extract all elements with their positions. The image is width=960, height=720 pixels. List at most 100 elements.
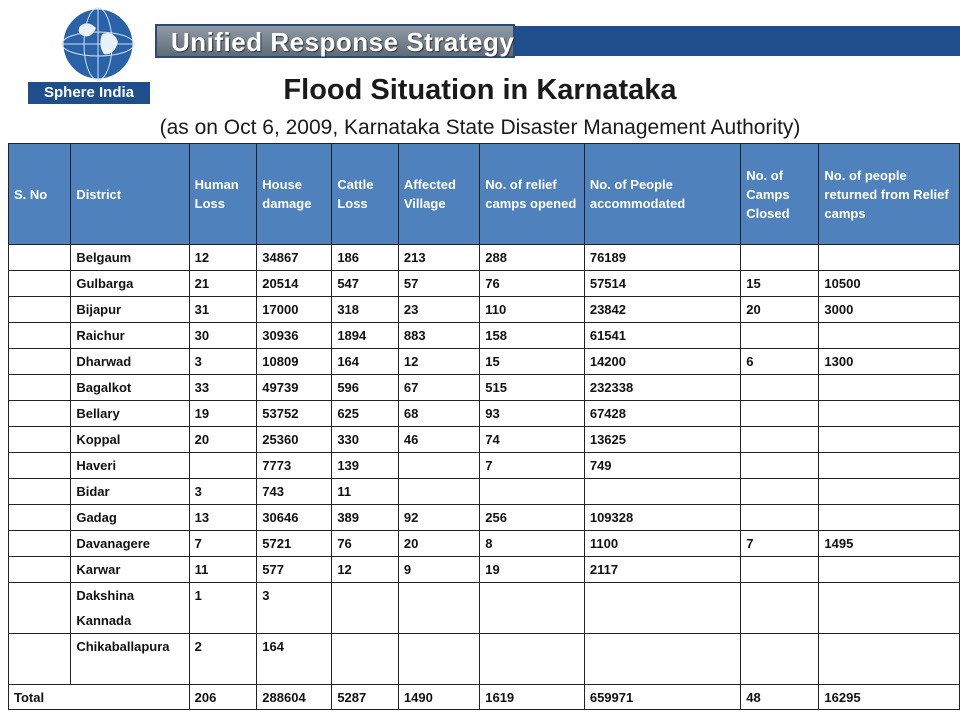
table-row: Davanagere 7 5721 76 20 8 1100 7 1495 [7,530,960,557]
table-row: Bagalkot 33 49739 596 67 515 232338 [7,374,960,401]
table-cell: 20 [740,296,820,323]
table-cell [7,244,72,271]
table-row: Chikaballapura 2 164 [7,633,960,685]
header-banner: Unified Response Strategy [155,24,960,58]
table-row: Koppal 20 25360 330 46 74 13625 [7,426,960,453]
column-header: Affected Village [397,143,481,245]
table-cell: 20 [188,426,258,453]
table-cell [740,633,820,685]
table-cell [7,478,72,505]
table-cell: Karwar [70,556,190,583]
table-cell: Chikaballapura [70,633,190,685]
table-cell: 23842 [583,296,742,323]
table-cell: 68 [397,400,481,427]
table-cell: 883 [397,322,481,349]
total-row: Total 206 288604 5287 1490 1619 659971 48 16295 [8,684,960,710]
table-cell [818,400,960,427]
table-cell: 14200 [583,348,742,375]
table-cell [7,296,72,323]
table-cell: 31 [188,296,258,323]
table-cell: 19 [188,400,258,427]
table-cell: 2117 [583,556,742,583]
table-cell: 213 [397,244,481,271]
table-cell: 53752 [256,400,333,427]
table-cell: 109328 [583,504,742,531]
page-title: Flood Situation in Karnataka [283,74,677,106]
banner-title: Unified Response Strategy [171,27,515,57]
table-cell [818,504,960,531]
column-header: Human Loss [188,143,258,245]
table-cell [740,400,820,427]
table-row: Dharwad 3 10809 164 12 15 14200 6 1300 [7,348,960,375]
total-cell: 48 [740,684,820,710]
table-cell [331,582,399,634]
table-cell [818,582,960,634]
table-cell: 11 [188,556,258,583]
table-cell [7,400,72,427]
table-cell: Dharwad [70,348,190,375]
table-cell: 158 [479,322,585,349]
banner-title-box: Unified Response Strategy [155,24,515,58]
table-row: Gulbarga 21 20514 547 57 76 57514 15 10500 [7,270,960,297]
table-cell: 577 [256,556,333,583]
total-cell: 16295 [818,684,960,710]
table-cell [818,556,960,583]
table-cell: 232338 [583,374,742,401]
table-cell: 92 [397,504,481,531]
table-cell: 20514 [256,270,333,297]
table-cell [397,582,481,634]
total-cell: 1490 [397,684,481,710]
table-cell: Haveri [70,452,190,479]
table-cell [818,426,960,453]
table-cell: 625 [331,400,399,427]
sphere-india-logo: Sphere India [28,82,150,104]
table-cell: 23 [397,296,481,323]
table-cell: Bijapur [70,296,190,323]
table-cell [7,322,72,349]
table-cell [397,633,481,685]
table-cell: Davanagere [70,530,190,557]
table-cell: 1100 [583,530,742,557]
table-cell: 288 [479,244,585,271]
column-header: House damage [256,143,333,245]
table-cell [7,270,72,297]
table-cell [818,452,960,479]
table-cell: 110 [479,296,585,323]
table-cell [7,426,72,453]
table-cell [479,582,585,634]
table-cell: 547 [331,270,399,297]
table-cell: 164 [331,348,399,375]
table-cell [583,582,742,634]
total-label: Total [8,684,190,710]
table-cell: 8 [479,530,585,557]
table-cell: 318 [331,296,399,323]
table-cell: 46 [397,426,481,453]
table-cell [740,478,820,505]
table-cell [818,322,960,349]
table-cell [740,452,820,479]
table-cell: 7 [740,530,820,557]
table-cell [188,452,258,479]
table-row: Bidar 3 743 11 [7,478,960,505]
table-cell: 30646 [256,504,333,531]
table-cell [7,348,72,375]
flood-table: S. No District Human Loss House damage C… [7,143,960,710]
table-cell [583,633,742,685]
table-cell: 67428 [583,400,742,427]
table-cell [740,426,820,453]
table-cell [740,244,820,271]
table-row: Bellary 19 53752 625 68 93 67428 [7,400,960,427]
page-subtitle: (as on Oct 6, 2009, Karnataka State Disa… [159,116,801,139]
table-cell: 186 [331,244,399,271]
table-cell: 3 [188,478,258,505]
table-cell: 61541 [583,322,742,349]
table-cell [7,374,72,401]
table-cell: 164 [256,633,333,685]
column-header: No. of People accommodated [583,143,742,245]
table-cell [740,556,820,583]
table-row: Karwar 11 577 12 9 19 2117 [7,556,960,583]
table-cell [740,582,820,634]
table-cell [7,452,72,479]
table-cell: 30936 [256,322,333,349]
table-cell: Bagalkot [70,374,190,401]
